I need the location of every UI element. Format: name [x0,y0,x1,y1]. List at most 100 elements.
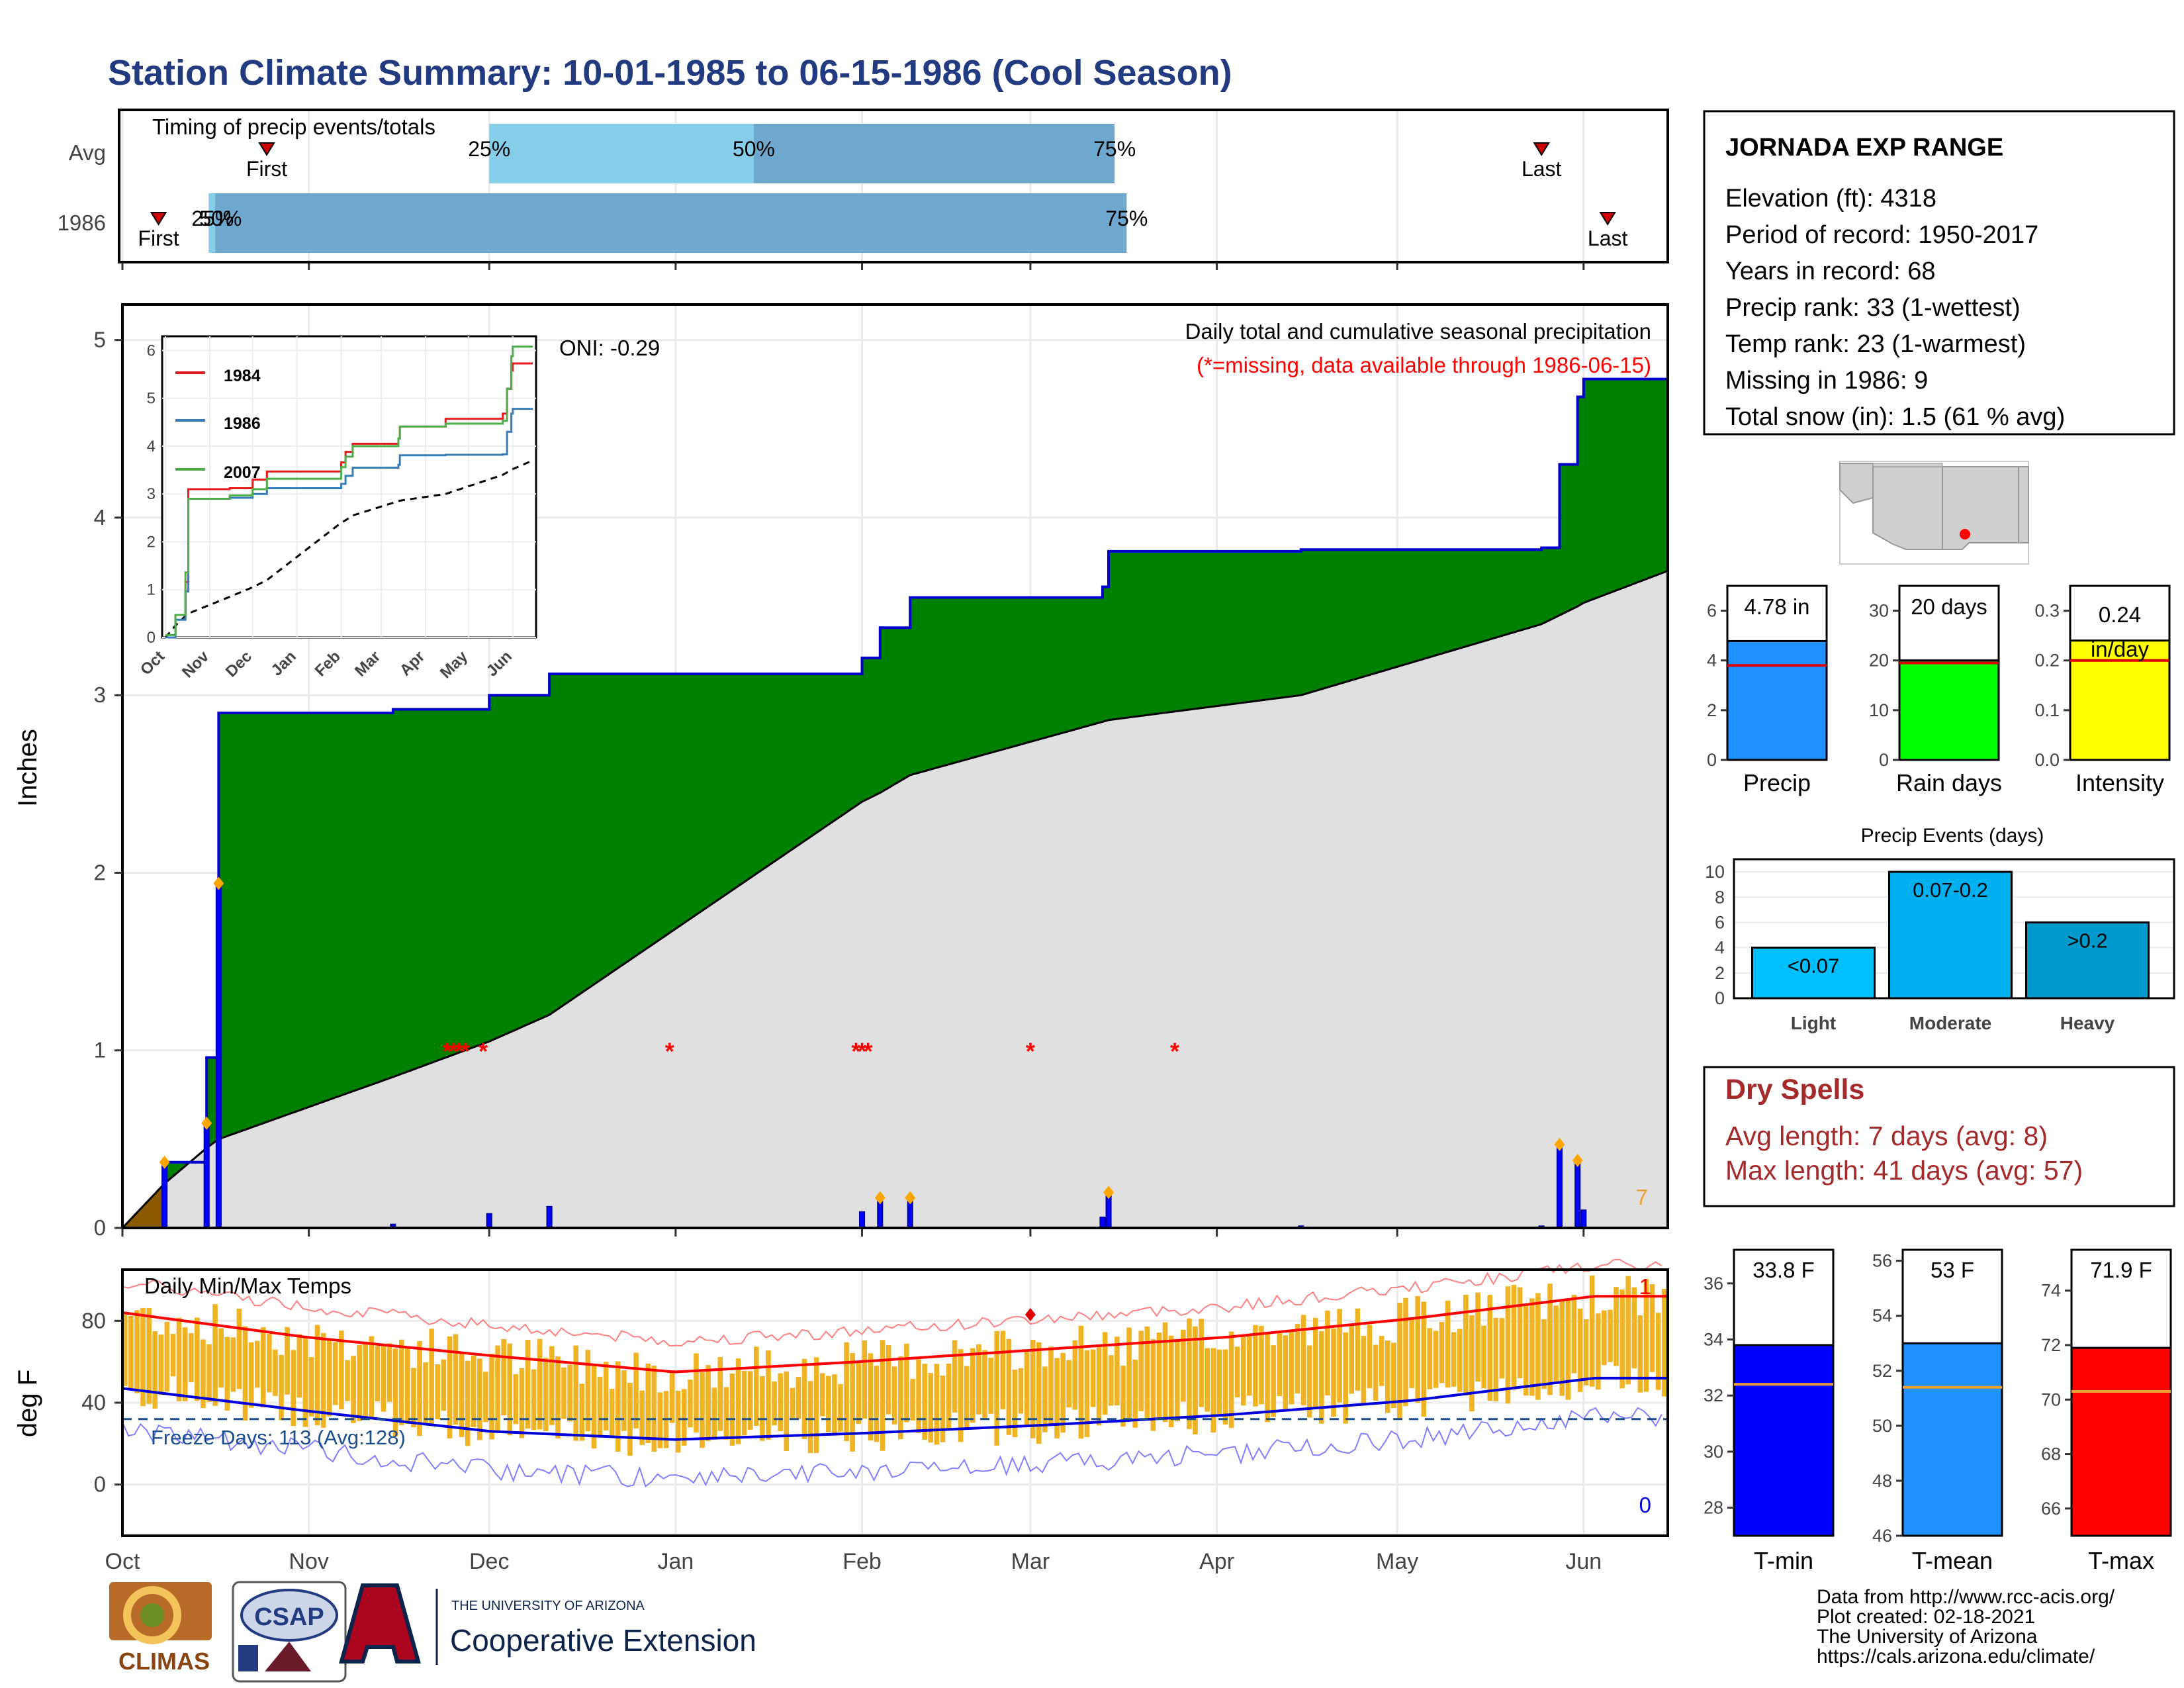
daily-temp-bar [279,1354,284,1421]
daily-temp-bar [314,1325,320,1426]
daily-temp-bar [537,1338,543,1430]
daily-temp-bar [1661,1288,1667,1397]
station-precip-rank: Precip rank: 33 (1-wettest) [1725,294,2021,322]
footer-plot-created: Plot created: 02-18-2021 [1817,1606,2035,1628]
station-temp-rank: Temp rank: 23 (1-warmest) [1725,330,2026,358]
daily-temp-bar [1625,1276,1631,1385]
daily-temp-bar [772,1381,777,1426]
station-info-box: JORNADA EXP RANGE Elevation (ft): 4318 P… [1703,110,2175,436]
daily-temp-bar [555,1356,561,1439]
last-marker-icon [1533,142,1550,156]
temp-stat-y-tick-label: 56 [1872,1251,1892,1271]
daily-temp-bar [891,1366,897,1425]
daily-temp-bar [615,1361,621,1452]
daily-temp-bar [1655,1313,1661,1390]
daily-precip-marker [905,1191,916,1205]
daily-temp-bar [784,1371,790,1451]
missing-day-marker: * [461,1038,470,1065]
missing-day-marker: * [449,1038,458,1065]
daily-temp-bar [1156,1333,1162,1418]
missing-day-marker: * [851,1038,860,1065]
daily-temp-bar [1361,1335,1367,1405]
daily-temp-bar [1643,1279,1649,1392]
temp-stat-name-t-min: T-min [1754,1547,1813,1574]
daily-temp-bar [1150,1339,1156,1431]
month-label-apr: Apr [1199,1549,1234,1574]
timing-label-50: 50% [733,137,775,161]
daily-temp-bar [1096,1345,1102,1426]
daily-temp-bar [1397,1302,1402,1419]
inset-legend-2007: 2007 [224,463,261,482]
daily-temp-bar [609,1388,615,1438]
daily-temp-bar [928,1373,934,1443]
daily-temp-bar [357,1344,362,1421]
temp-y-tick-label: 80 [81,1308,106,1333]
daily-temp-bar [1547,1284,1553,1395]
daily-temp-bar [501,1339,506,1416]
temp-stat-y-tick-label: 34 [1704,1330,1723,1350]
daily-temp-bar [513,1374,519,1425]
daily-temp-bar [363,1341,369,1421]
daily-temp-bar [573,1345,579,1441]
record-min-line [122,1407,1662,1488]
daily-temp-bar [645,1363,651,1443]
daily-temp-bar [874,1366,880,1442]
stat-value-rain-days: 20 days [1911,594,1987,619]
daily-temp-bar [1072,1340,1078,1410]
daily-temp-bar [801,1358,807,1440]
average-max-temp-line [122,1295,1668,1374]
daily-temp-bar [1126,1327,1132,1419]
daily-temp-bar [1024,1352,1030,1425]
daily-temp-bar [447,1336,453,1438]
daily-temp-bar [669,1370,675,1423]
timing-last-label: Last [1522,157,1562,181]
events-y-tick-label: 6 [1715,912,1725,932]
daily-temp-bar [952,1340,958,1413]
daily-temp-bar [1060,1352,1066,1433]
daily-temp-bar [164,1321,170,1392]
inset-legend-1984: 1984 [224,367,261,385]
timing-label-75: 75% [1093,137,1136,161]
temp-stat-value-t-max: 71.9 F [2090,1258,2152,1282]
daily-temp-bar [296,1334,302,1398]
daily-temp-bar [267,1334,272,1393]
daily-precip-marker [1103,1186,1115,1199]
timing-label-75: 75% [1105,207,1148,230]
daily-precip-marker [201,1116,212,1130]
daily-temp-bar [561,1367,567,1419]
daily-temp-bar [1571,1294,1577,1374]
missing-day-marker: * [1026,1038,1035,1065]
daily-temp-bar [723,1387,729,1440]
daily-temp-bar [543,1358,549,1432]
daily-temp-bar [1595,1313,1601,1390]
stat-y-tick-label: 10 [1869,700,1889,720]
station-name: JORNADA EXP RANGE [1725,134,2003,162]
daily-temp-bar [705,1365,711,1441]
daily-temp-bar [1205,1348,1210,1412]
daily-temp-bar [549,1346,555,1425]
daily-temp-bar [1012,1370,1018,1438]
stat-y-tick-label: 20 [1869,651,1889,671]
event-bar-label-light: <0.07 [1788,955,1839,978]
stat-y-tick-label: 0.2 [2034,651,2060,671]
event-bar-light [1751,947,1876,1000]
location-map [1839,461,2029,565]
daily-temp-bar [856,1362,862,1425]
daily-temp-bar [916,1359,921,1433]
daily-temp-bar [1216,1349,1222,1414]
daily-temp-bar [1144,1327,1150,1420]
y-tick-label: 2 [94,860,106,884]
temp-stat-y-tick-label: 32 [1704,1385,1723,1405]
daily-temp-bar [489,1354,494,1440]
daily-temp-bar [1421,1301,1427,1417]
daily-temp-bar [1553,1305,1559,1382]
daily-temp-bar [1631,1287,1637,1369]
daily-precip-bar [1556,1143,1563,1229]
events-y-tick-label: 0 [1715,988,1725,1008]
daily-temp-bar [807,1381,813,1454]
daily-temp-bar [248,1342,254,1408]
freeze-days-label: Freeze Days: 113 (Avg:128) [151,1426,406,1449]
daily-temp-bar [1115,1336,1120,1406]
